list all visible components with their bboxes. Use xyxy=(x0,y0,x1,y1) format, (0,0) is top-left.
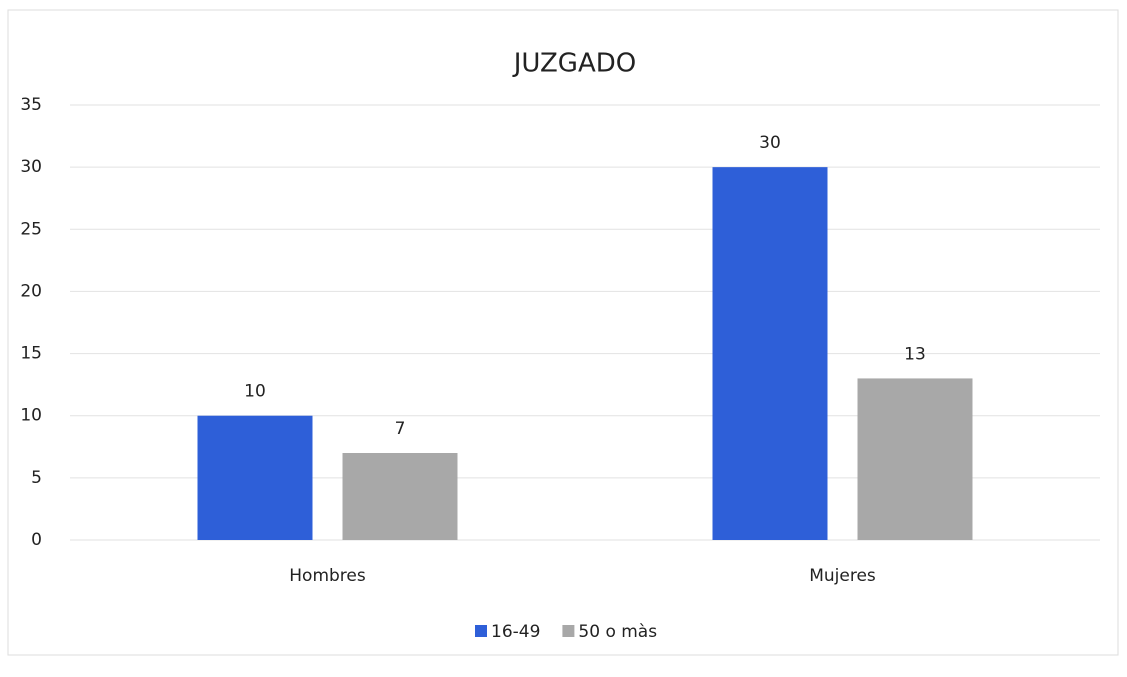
x-tick-label: Hombres xyxy=(289,566,366,586)
bar xyxy=(342,453,458,540)
y-tick-label: 25 xyxy=(20,219,42,239)
bar xyxy=(712,167,828,540)
legend-label: 16-49 xyxy=(491,622,540,642)
data-label: 7 xyxy=(395,419,406,439)
chart-title: JUZGADO xyxy=(512,49,636,79)
y-tick-label: 30 xyxy=(20,157,42,177)
legend-label: 50 o màs xyxy=(578,622,657,642)
y-tick-label: 10 xyxy=(20,406,42,426)
y-tick-label: 35 xyxy=(20,95,42,115)
bar xyxy=(857,378,973,540)
data-label: 10 xyxy=(244,382,266,402)
data-label: 30 xyxy=(759,133,781,153)
bar xyxy=(197,415,313,540)
chart-frame xyxy=(7,9,1119,656)
y-tick-label: 5 xyxy=(31,468,42,488)
y-tick-label: 15 xyxy=(20,344,42,364)
y-tick-label: 20 xyxy=(20,281,42,301)
x-tick-label: Mujeres xyxy=(809,566,876,586)
legend-swatch xyxy=(562,625,575,637)
legend-swatch xyxy=(475,625,487,637)
data-label: 13 xyxy=(904,344,926,364)
y-tick-label: 0 xyxy=(31,530,42,550)
